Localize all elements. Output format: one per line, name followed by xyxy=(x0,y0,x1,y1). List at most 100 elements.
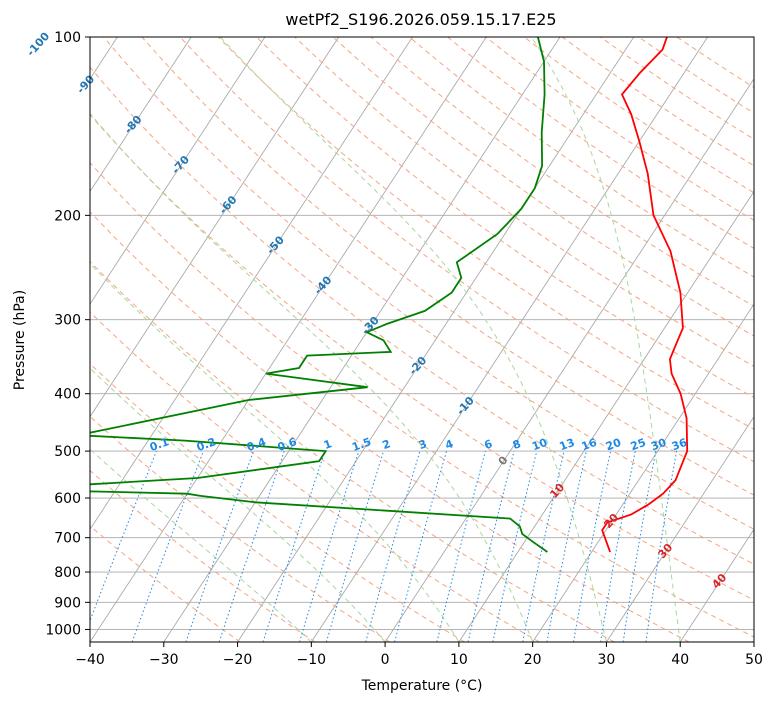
y-axis-label: Pressure (hPa) xyxy=(12,289,28,391)
x-tick-label: −40 xyxy=(75,652,105,668)
moist-adiabat-line xyxy=(90,448,312,642)
x-tick-label: −10 xyxy=(297,652,327,668)
mixing-ratio-line xyxy=(645,451,678,642)
dry-adiabat-line xyxy=(90,311,540,642)
isotherm-tag: -100 xyxy=(24,29,52,58)
dry-adiabat-line xyxy=(90,162,754,638)
dry-adiabat-line xyxy=(523,37,754,194)
mixing-ratio-line xyxy=(90,450,157,622)
x-tick-label: 20 xyxy=(524,652,542,668)
isotherm-line xyxy=(458,190,754,642)
mixing-ratio-tag: 10 xyxy=(530,436,549,454)
mixing-ratio-tag: 13 xyxy=(558,436,577,453)
mixing-ratio-tag: 30 xyxy=(649,436,668,454)
mixing-ratio-tag: 0.6 xyxy=(276,435,299,454)
dry-adiabat-line xyxy=(294,37,754,368)
mixing-ratio-line xyxy=(394,450,447,642)
isotherm-line xyxy=(90,37,266,305)
x-tick-label: 50 xyxy=(745,652,763,668)
isotherm-tag: 0 xyxy=(496,453,511,468)
mixing-ratio-tag: 2 xyxy=(381,437,393,452)
mixing-ratio-tag: 4 xyxy=(444,437,456,452)
mixing-ratio-tag: 3 xyxy=(417,437,429,452)
isotherm-line xyxy=(237,37,635,642)
mixing-ratio-line xyxy=(546,450,587,642)
y-tick-label: 700 xyxy=(54,531,81,547)
y-tick-label: 500 xyxy=(54,444,81,460)
mixing-ratio-tag: 20 xyxy=(604,436,623,454)
mixing-ratio-tag: 0.2 xyxy=(195,435,218,454)
isotherm-tag: -50 xyxy=(264,233,287,257)
isotherm-line xyxy=(90,37,487,642)
isotherm-tag: 40 xyxy=(709,571,729,591)
mixing-ratio-line xyxy=(218,450,285,642)
y-tick-label: 600 xyxy=(54,491,81,507)
isotherm-line xyxy=(753,641,754,642)
mixing-ratio-line xyxy=(262,450,326,642)
dry-adiabat-line xyxy=(179,37,754,463)
y-tick-label: 1000 xyxy=(45,622,81,638)
dewpoint-profile xyxy=(90,37,548,553)
dry-adiabat-line xyxy=(90,415,391,642)
axes: −40 −30 −20 −10 0 10 20 30 40 5010009008007006005… xyxy=(45,30,763,668)
mixing-ratio-line xyxy=(365,450,421,642)
isotherm-line xyxy=(310,37,708,642)
moist-adiabat-line xyxy=(90,367,386,642)
isotherm-tag: -80 xyxy=(122,113,145,137)
mixing-ratio-tag: 0.4 xyxy=(245,435,268,454)
dry-adiabat-line xyxy=(90,362,465,642)
isotherm-line xyxy=(606,415,754,642)
isotherm-line xyxy=(163,37,561,642)
mixing-ratio-line xyxy=(325,450,385,642)
mixing-ratio-tag: 8 xyxy=(511,437,523,452)
mixing-ratio-line xyxy=(522,450,565,642)
dry-adiabat-line xyxy=(217,37,754,430)
moist-adiabat-line xyxy=(90,262,460,642)
moist-adiabat-line xyxy=(90,112,534,642)
isotherm-line xyxy=(679,528,754,642)
y-tick-label: 200 xyxy=(54,208,81,224)
isotherm-tag: -30 xyxy=(359,314,382,338)
profile-lines xyxy=(90,37,689,553)
isotherm-tag: -90 xyxy=(74,72,97,96)
isotherm-line xyxy=(90,37,192,193)
moist-adiabat-line xyxy=(530,37,681,642)
dry-adiabat-line xyxy=(485,37,754,221)
mixing-ratio-line xyxy=(622,451,657,642)
x-tick-label: 0 xyxy=(381,652,390,668)
mixing-ratio-line xyxy=(467,450,515,642)
mixing-ratio-tag: 25 xyxy=(629,436,648,453)
dry-adiabat-line xyxy=(141,37,754,496)
mixing-ratio-tag: 16 xyxy=(580,436,599,454)
dry-adiabat-line xyxy=(676,37,754,89)
mixing-ratio-line xyxy=(436,450,486,642)
mixing-ratio-line xyxy=(492,450,538,642)
dry-adiabat-line xyxy=(90,469,316,642)
x-tick-label: 10 xyxy=(450,652,468,668)
x-tick-label: 30 xyxy=(598,652,616,668)
isotherm-line xyxy=(384,77,754,642)
isotherm-tag: -10 xyxy=(454,394,477,418)
dry-adiabat-line xyxy=(90,260,615,642)
isotherm-tag: -40 xyxy=(312,273,335,297)
mixing-ratio-line xyxy=(299,450,360,642)
x-axis-label: Temperature (°C) xyxy=(361,678,483,694)
mixing-ratio-line xyxy=(185,450,254,642)
moist-adiabat-line xyxy=(219,37,607,642)
dry-adiabat-line xyxy=(90,525,241,642)
y-tick-label: 800 xyxy=(54,565,81,581)
x-tick-label: −30 xyxy=(149,652,179,668)
y-tick-label: 300 xyxy=(54,313,81,329)
dry-adiabat-line xyxy=(90,66,754,565)
plot-frame xyxy=(89,36,755,643)
mixing-ratio-tag: 6 xyxy=(482,437,494,452)
isotherm-tag: -60 xyxy=(217,193,240,217)
dry-adiabat-line xyxy=(90,210,690,642)
mixing-ratio-line xyxy=(600,451,636,642)
mixing-ratio-tag: 36 xyxy=(670,436,689,454)
mixing-ratio-tag: 0.1 xyxy=(148,435,171,454)
mixing-ratio-tag: 1 xyxy=(322,437,334,452)
x-tick-label: 40 xyxy=(671,652,689,668)
chart-title: wetPf2_S196.2026.059.15.17.E25 xyxy=(285,10,557,29)
